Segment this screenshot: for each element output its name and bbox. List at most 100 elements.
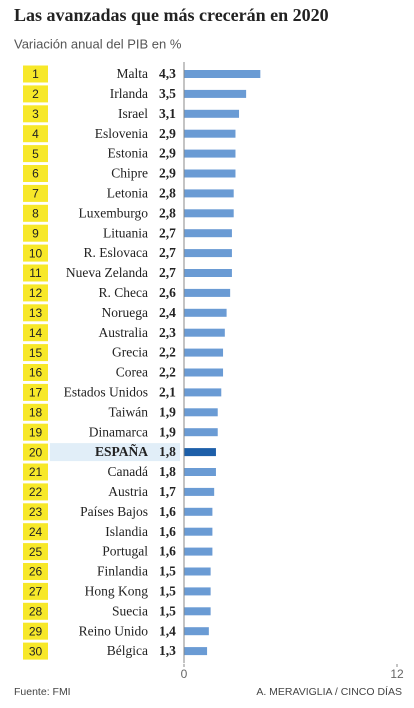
rank: 30 xyxy=(29,644,43,658)
rank-box xyxy=(23,184,48,202)
bar xyxy=(184,647,208,656)
bar xyxy=(184,468,216,476)
rank-box xyxy=(23,304,48,322)
rank-box xyxy=(23,523,48,541)
rank: 28 xyxy=(29,604,43,618)
value-label: 2,7 xyxy=(159,265,176,280)
rank-box xyxy=(23,85,48,103)
category-label: Portugal xyxy=(102,544,148,559)
rank-box xyxy=(23,65,48,83)
rank-box xyxy=(23,582,48,600)
bar xyxy=(184,507,213,516)
rank-box xyxy=(23,324,48,342)
bar xyxy=(184,70,261,78)
category-label: Noruega xyxy=(102,305,148,320)
category-label: Estonia xyxy=(108,146,149,161)
category-label: Países Bajos xyxy=(80,504,148,519)
value-label: 1,5 xyxy=(159,583,176,598)
rank: 27 xyxy=(29,585,43,599)
bar xyxy=(184,587,211,596)
rank-box xyxy=(23,543,48,561)
category-label: Suecia xyxy=(112,603,148,618)
value-label: 2,7 xyxy=(159,225,176,240)
rank: 20 xyxy=(29,445,43,459)
rank: 14 xyxy=(29,326,43,340)
category-label: Irlanda xyxy=(110,86,148,101)
value-label: 2,8 xyxy=(159,205,176,220)
category-label: Nueva Zelanda xyxy=(66,265,148,280)
rank: 10 xyxy=(29,246,43,260)
rank-box xyxy=(23,204,48,222)
bar xyxy=(184,109,240,118)
source: Fuente: FMI xyxy=(14,686,71,698)
rank: 2 xyxy=(32,87,39,101)
rank-box xyxy=(23,344,48,362)
rank: 29 xyxy=(29,624,43,638)
rank-box xyxy=(23,145,48,163)
rank: 5 xyxy=(32,147,39,161)
rank-box xyxy=(23,165,48,182)
value-label: 1,4 xyxy=(159,623,176,638)
value-label: 2,9 xyxy=(159,166,176,181)
value-label: 1,9 xyxy=(159,424,176,439)
rank: 3 xyxy=(32,107,39,121)
rank: 24 xyxy=(29,525,43,539)
value-label: 2,9 xyxy=(159,146,176,161)
value-label: 1,7 xyxy=(159,484,176,499)
category-label: ESPAÑA xyxy=(95,444,148,459)
category-label: R. Checa xyxy=(99,285,149,300)
bar xyxy=(184,269,232,277)
rank: 26 xyxy=(29,565,43,579)
bar xyxy=(184,288,231,297)
bar xyxy=(184,388,222,397)
bar xyxy=(184,487,215,496)
rank: 13 xyxy=(29,306,43,320)
rank-box xyxy=(23,602,48,620)
rank: 22 xyxy=(29,485,43,499)
rank: 7 xyxy=(32,187,39,201)
category-label: Luxemburgo xyxy=(79,205,149,220)
chart-title: Las avanzadas que más crecerán en 2020 xyxy=(14,5,329,25)
rank-box xyxy=(23,284,48,302)
value-label: 4,3 xyxy=(159,66,176,81)
chart-subtitle: Variación anual del PIB en % xyxy=(14,36,182,51)
category-label: Lituania xyxy=(103,225,148,240)
category-label: Grecia xyxy=(112,345,148,360)
bar xyxy=(184,448,216,457)
value-label: 2,7 xyxy=(159,245,176,260)
rank: 23 xyxy=(29,505,43,519)
category-label: Chipre xyxy=(111,166,148,181)
rank: 17 xyxy=(29,386,43,400)
rank: 4 xyxy=(32,127,39,141)
rank-box xyxy=(23,483,48,501)
bar xyxy=(184,249,232,258)
value-label: 2,2 xyxy=(159,365,176,380)
bar xyxy=(184,627,209,636)
value-label: 1,6 xyxy=(159,504,176,519)
value-label: 1,9 xyxy=(159,404,176,419)
bar xyxy=(184,428,218,437)
rank-box xyxy=(23,244,48,262)
x-tick-label: 0 xyxy=(181,667,188,681)
category-label: Eslovenia xyxy=(95,126,148,141)
value-label: 2,6 xyxy=(159,285,176,300)
value-label: 1,5 xyxy=(159,564,176,579)
rank: 6 xyxy=(32,167,39,181)
value-label: 1,6 xyxy=(159,544,176,559)
value-label: 1,5 xyxy=(159,603,176,618)
bar xyxy=(184,149,236,158)
rank-box xyxy=(23,264,48,282)
bar xyxy=(184,189,234,198)
value-label: 2,2 xyxy=(159,345,176,360)
bar xyxy=(184,547,213,556)
value-label: 1,6 xyxy=(159,524,176,539)
bar xyxy=(184,89,247,98)
value-label: 2,3 xyxy=(159,325,176,340)
rank-box xyxy=(23,105,48,123)
category-label: Hong Kong xyxy=(85,583,149,598)
category-label: Corea xyxy=(116,365,148,380)
rank: 15 xyxy=(29,346,43,360)
category-label: Austria xyxy=(108,484,148,499)
category-label: Taiwán xyxy=(108,404,148,419)
value-label: 3,1 xyxy=(159,106,176,121)
